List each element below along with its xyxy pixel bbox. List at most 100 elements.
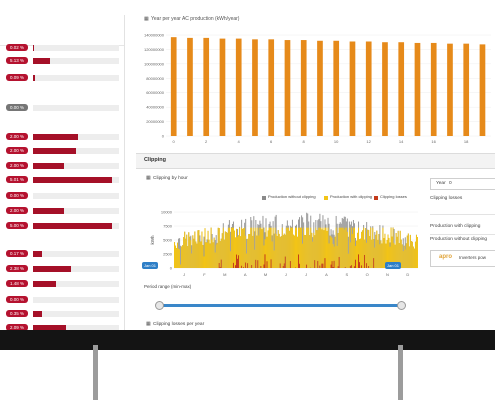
production-with-clipping-bar xyxy=(241,227,243,268)
production-with-clipping-bar xyxy=(325,227,327,268)
production-with-clipping-bar xyxy=(372,227,374,268)
year-label: Year xyxy=(436,181,446,186)
production-with-clipping-bar xyxy=(195,241,197,268)
clipping-loss-bar xyxy=(243,267,245,268)
production-with-clipping-bar xyxy=(404,249,406,268)
month-tick-label: N xyxy=(386,272,389,277)
production-with-clipping-bar xyxy=(233,230,235,268)
production-with-clipping-bar xyxy=(277,230,279,268)
clipping-loss-bar xyxy=(359,262,361,268)
legend-label: Production without clipping xyxy=(268,194,316,199)
chart-icon: ▦ xyxy=(146,322,151,327)
production-with-clipping-bar xyxy=(280,236,282,268)
clipping-loss-bar xyxy=(364,254,366,268)
slider-start-handle[interactable] xyxy=(155,301,164,310)
legend-swatch xyxy=(262,196,266,200)
production-with-clipping-bar xyxy=(220,238,222,268)
production-with-clipping-bar xyxy=(191,253,193,268)
production-with-clipping-bar xyxy=(216,242,218,268)
production-with-clipping-bar xyxy=(298,227,300,268)
period-range-slider[interactable] xyxy=(158,304,402,307)
loss-bar-fill xyxy=(33,325,66,331)
production-with-clipping-bar xyxy=(355,240,357,268)
production-with-clipping-bar xyxy=(261,229,263,268)
production-with-clipping-bar xyxy=(266,236,268,268)
production-with-clipping-bar xyxy=(189,236,191,268)
production-with-clipping-bar xyxy=(268,227,270,268)
clipping-section-title: Clipping xyxy=(144,157,166,163)
clipping-loss-bar xyxy=(218,262,220,268)
production-with-clipping-bar xyxy=(252,235,254,268)
production-with-clipping-bar xyxy=(344,227,346,268)
clipping-loss-bar xyxy=(220,259,222,268)
production-bar xyxy=(447,43,453,136)
production-bar xyxy=(463,43,470,136)
production-with-clipping-bar xyxy=(347,253,349,268)
loss-percent-badge: 2.00 % xyxy=(6,207,28,214)
loss-bar xyxy=(33,311,119,317)
clipping-loss-bar xyxy=(241,265,243,268)
production-with-clipping-bar xyxy=(335,227,337,268)
loss-bar xyxy=(33,297,119,303)
production-with-clipping-bar xyxy=(212,242,214,268)
production-with-clipping-bar xyxy=(309,235,311,268)
production-with-clipping-bar xyxy=(238,235,240,268)
clipping-loss-bar xyxy=(264,254,266,268)
production-with-clipping-bar xyxy=(289,227,291,268)
production-with-clipping-bar xyxy=(300,227,302,268)
loss-percent-badge: 2.00 % xyxy=(6,162,28,169)
month-tick-label: S xyxy=(345,272,348,277)
range-start-badge[interactable]: Jan 01 xyxy=(142,262,158,269)
x-tick-label: 6 xyxy=(270,139,273,144)
production-bar xyxy=(219,38,226,136)
production-with-clipping-bar xyxy=(272,227,274,268)
divider xyxy=(430,214,495,215)
loss-bar-fill xyxy=(33,58,51,64)
range-end-badge[interactable]: Jan 01 xyxy=(385,262,401,269)
production-with-clipping-label: Production with clipping xyxy=(430,224,481,229)
production-with-clipping-bar xyxy=(222,227,224,268)
loss-bar xyxy=(33,223,119,229)
production-with-clipping-bar xyxy=(193,238,195,268)
production-with-clipping-bar xyxy=(361,231,363,268)
production-bar xyxy=(252,39,258,137)
production-with-clipping-bar xyxy=(179,249,181,268)
production-with-clipping-bar xyxy=(281,227,283,268)
loss-bar xyxy=(33,163,119,169)
month-tick-label: F xyxy=(203,272,206,277)
production-with-clipping-bar xyxy=(253,227,255,268)
production-chart-title: Year per year AC production (kWh/year) xyxy=(151,16,240,22)
slider-end-handle[interactable] xyxy=(397,301,406,310)
production-with-clipping-bar xyxy=(200,241,202,268)
production-with-clipping-bar xyxy=(387,234,389,268)
production-with-clipping-bar xyxy=(202,244,204,268)
loss-percent-badge: 0.09 % xyxy=(6,74,28,81)
clipping-loss-bar xyxy=(332,267,334,268)
production-with-clipping-bar xyxy=(199,241,201,268)
clipping-loss-bar xyxy=(260,266,262,268)
clipping-loss-bar xyxy=(247,263,249,268)
year-select[interactable]: Year 0 xyxy=(430,178,495,190)
loss-bar xyxy=(33,325,119,331)
production-with-clipping-bar xyxy=(415,234,417,268)
production-bar-chart: 140000000 120000000 100000000 80000000 60000… xyxy=(144,33,491,144)
production-with-clipping-bar xyxy=(346,231,348,268)
production-with-clipping-bar xyxy=(416,237,418,268)
chart-icon: ▦ xyxy=(144,16,149,22)
loss-bar xyxy=(33,58,119,64)
loss-percent-badge: 0.00 % xyxy=(6,104,28,111)
app-screen: 0.02 % 5.13 % 0.09 % 0.00 % 2.00 % 2.00 % 2.00… xyxy=(0,15,495,332)
month-tick-label: M xyxy=(264,272,267,277)
production-with-clipping-bar xyxy=(383,238,385,268)
production-with-clipping-bar xyxy=(203,256,205,268)
production-with-clipping-bar xyxy=(274,227,276,268)
apro-logo: apro xyxy=(439,254,453,260)
loss-bar xyxy=(33,251,119,257)
production-with-clipping-bar xyxy=(331,237,333,268)
y-tick-label: 5000 xyxy=(163,238,173,243)
loss-bar xyxy=(33,193,119,199)
production-with-clipping-bar xyxy=(269,227,271,268)
clipping-header: Clipping xyxy=(136,154,495,169)
production-bar xyxy=(300,40,307,136)
production-with-clipping-bar xyxy=(270,227,272,268)
